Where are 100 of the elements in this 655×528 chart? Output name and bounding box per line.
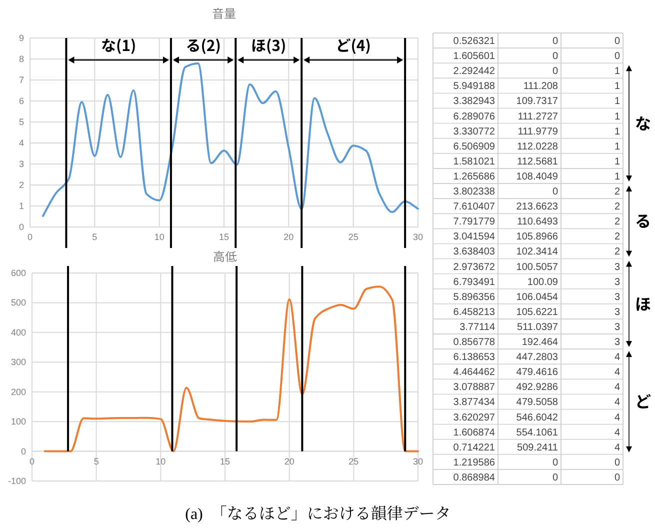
text: 3 bbox=[614, 276, 620, 288]
chart-title: 高低 bbox=[212, 248, 238, 265]
y-tick-label: 6 bbox=[18, 96, 24, 106]
text: 192.464 bbox=[522, 337, 558, 348]
x-tick-label: 30 bbox=[412, 232, 424, 242]
text: な bbox=[634, 110, 652, 134]
text: 0 bbox=[552, 472, 558, 484]
text: ほ bbox=[634, 290, 652, 315]
text: 3.802338 bbox=[453, 186, 495, 198]
text: 3.877434 bbox=[453, 397, 495, 408]
text: 3.330772 bbox=[453, 126, 495, 138]
y-tick-label: 5 bbox=[18, 117, 24, 127]
y-tick-label: 0 bbox=[18, 222, 24, 232]
text: 1.265686 bbox=[453, 171, 495, 182]
text: 5.896356 bbox=[453, 292, 495, 303]
text: 106.0454 bbox=[516, 292, 558, 303]
text: 111.2727 bbox=[518, 111, 558, 122]
text: 4 bbox=[614, 442, 620, 454]
text: 3 bbox=[614, 292, 620, 303]
y-tick-label: 3 bbox=[18, 159, 24, 169]
x-tick-label: 25 bbox=[348, 232, 358, 242]
text: 5.949188 bbox=[453, 81, 495, 92]
text: (a) 「なるほど」における韻律データ bbox=[185, 505, 451, 523]
text: 3.620297 bbox=[453, 412, 495, 424]
text: 109.7317 bbox=[516, 96, 558, 108]
text: 2 bbox=[614, 232, 620, 243]
text: 6.458213 bbox=[453, 306, 495, 318]
text: 546.6042 bbox=[516, 412, 558, 424]
text: 3 bbox=[614, 262, 620, 273]
text: 0.868984 bbox=[453, 472, 495, 484]
y-tick-label: 9 bbox=[18, 33, 24, 43]
text: 3.382943 bbox=[453, 96, 495, 108]
text: 4.464462 bbox=[453, 367, 495, 378]
x-tick-label: 0 bbox=[27, 232, 33, 242]
text: 3 bbox=[614, 337, 620, 348]
y-tick-label: 600 bbox=[10, 268, 26, 278]
text: 3 bbox=[614, 322, 620, 333]
text: 479.5058 bbox=[516, 397, 558, 408]
text: 2.292442 bbox=[453, 66, 495, 78]
text: 1 bbox=[614, 96, 620, 108]
text: 2 bbox=[614, 202, 620, 213]
text: 105.6221 bbox=[516, 306, 558, 318]
text: 100.09 bbox=[527, 276, 558, 288]
text: る bbox=[634, 208, 652, 232]
chart-title: 音量 bbox=[212, 5, 236, 22]
x-tick-label: 30 bbox=[412, 456, 424, 466]
text: 111.9779 bbox=[518, 126, 558, 138]
x-tick-label: 25 bbox=[348, 456, 359, 466]
text: 6.506909 bbox=[453, 141, 495, 152]
x-tick-label: 15 bbox=[218, 232, 230, 242]
text: 492.9286 bbox=[516, 382, 558, 394]
text: 0 bbox=[552, 51, 558, 62]
y-tick-label: 1 bbox=[18, 201, 24, 211]
y-tick-label: 500 bbox=[10, 298, 26, 308]
text: 105.8966 bbox=[516, 232, 558, 243]
text: 6.793491 bbox=[453, 276, 495, 288]
text: 554.1061 bbox=[516, 427, 558, 438]
text: 112.5681 bbox=[517, 156, 558, 168]
x-tick-label: 0 bbox=[29, 456, 35, 466]
x-tick-label: 5 bbox=[94, 456, 99, 466]
text: 2 bbox=[614, 216, 620, 228]
text: 0 bbox=[614, 36, 620, 47]
text: 4 bbox=[614, 367, 620, 378]
text: 1.581021 bbox=[453, 156, 495, 168]
text: 4 bbox=[614, 397, 620, 408]
text: 7.791779 bbox=[453, 216, 495, 228]
y-tick-label: 200 bbox=[10, 386, 26, 397]
text: 0.856778 bbox=[453, 337, 495, 348]
text: 1 bbox=[614, 156, 620, 168]
annotation: な(1) bbox=[100, 35, 136, 56]
text: 213.6623 bbox=[516, 202, 558, 213]
text: 3.638403 bbox=[453, 246, 495, 258]
x-tick-label: 10 bbox=[156, 456, 166, 466]
text: 511.0397 bbox=[517, 322, 558, 333]
x-tick-label: 20 bbox=[284, 232, 294, 242]
text: 0.526321 bbox=[453, 36, 495, 47]
text: 447.2803 bbox=[516, 352, 558, 364]
y-tick-label: 8 bbox=[18, 54, 24, 64]
text: 1 bbox=[614, 111, 620, 122]
text: 111.208 bbox=[523, 81, 558, 92]
text: 1.605601 bbox=[453, 51, 495, 62]
x-tick-label: 5 bbox=[92, 232, 98, 242]
y-tick-label: 100 bbox=[10, 416, 26, 427]
x-tick-label: 20 bbox=[284, 456, 294, 466]
text: 6.289076 bbox=[453, 111, 495, 122]
text: 1 bbox=[614, 126, 620, 138]
text: 3 bbox=[614, 306, 620, 318]
text: 0 bbox=[614, 51, 620, 62]
text: 1 bbox=[614, 81, 620, 92]
text: 0.714221 bbox=[453, 442, 495, 454]
text: 4 bbox=[614, 382, 620, 394]
y-tick-label: 4 bbox=[18, 138, 24, 148]
text: 1.606874 bbox=[453, 427, 495, 438]
text: 3.078887 bbox=[453, 382, 495, 394]
y-tick-label: 400 bbox=[10, 327, 26, 338]
text: 7.610407 bbox=[453, 202, 495, 213]
y-tick-label: 7 bbox=[18, 75, 24, 85]
text: 4 bbox=[614, 412, 620, 424]
y-tick-label: 300 bbox=[10, 357, 26, 368]
text: 2.973672 bbox=[453, 262, 495, 273]
